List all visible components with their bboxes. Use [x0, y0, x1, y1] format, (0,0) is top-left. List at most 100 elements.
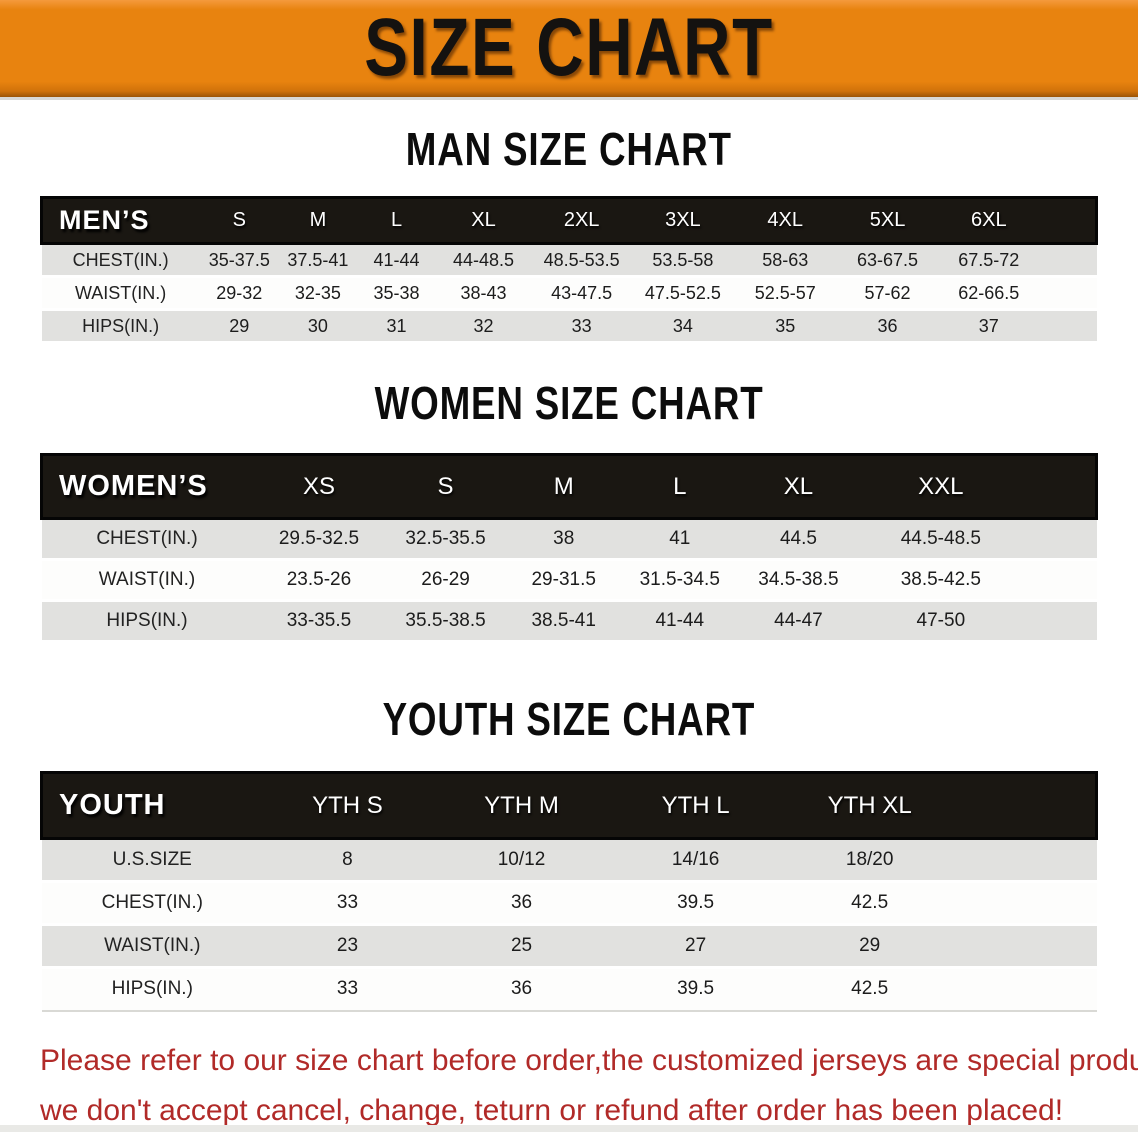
spacer-cell [959, 925, 1096, 968]
table-row: CHEST(IN.) 35-37.5 37.5-41 41-44 44-48.5 48.5… [41, 243, 1097, 277]
size-value: 62-66.5 [958, 282, 1020, 303]
table-row: HIPS(IN.) 33-35.5 35.5-38.5 38.5-41 41-44 44-… [41, 600, 1097, 642]
size-column-header: YTH XL [779, 772, 960, 839]
size-value: 29.5-32.5 [278, 528, 360, 549]
size-value: 36 [510, 892, 533, 913]
spacer-cell [1023, 519, 1097, 560]
size-value: 32 [473, 315, 494, 336]
spacer-cell [1022, 454, 1097, 519]
size-column-header: XL [737, 454, 860, 519]
size-value: 8 [342, 849, 353, 870]
size-column-header: M [505, 454, 622, 519]
size-column-header: L [621, 454, 738, 519]
size-chart-banner: SIZE CHART [0, 0, 1138, 97]
size-column-header: YTH M [431, 772, 612, 839]
size-value: 44.5 [779, 528, 817, 549]
disclaimer-line-1: Please refer to our size chart before or… [40, 1044, 1138, 1077]
size-value: 41 [669, 528, 691, 549]
size-value: 42.5 [851, 978, 889, 1000]
size-value: 57-62 [864, 282, 911, 303]
size-value: 47-50 [916, 610, 966, 631]
size-value: 18/20 [845, 849, 894, 870]
spacer-cell [959, 968, 1096, 1011]
size-value: 44-48.5 [453, 249, 515, 270]
size-value: 58-63 [762, 249, 809, 270]
size-value: 41-44 [373, 249, 420, 270]
row-label: HIPS(IN.) [106, 610, 188, 631]
size-value: 37 [978, 315, 999, 336]
row-label: WAIST(IN.) [98, 569, 196, 590]
size-column-header: 6XL [938, 197, 1040, 244]
size-column-header: XL [436, 197, 531, 244]
youth-heading-text: YOUTH SIZE CHART [382, 693, 756, 745]
size-value: 32-35 [294, 282, 341, 303]
size-column-header: XS [252, 454, 386, 519]
youth-size-table: YOUTH YTH S YTH M YTH L YTH XL U.S.SIZE 8 10/1… [40, 771, 1098, 1012]
size-value: 27 [685, 935, 707, 956]
size-value: 34 [672, 315, 693, 336]
disclaimer-note: Please refer to our size chart before or… [40, 1036, 1138, 1132]
size-column-header: S [199, 197, 279, 244]
spacer-cell [1039, 197, 1097, 244]
row-label: CHEST(IN.) [72, 249, 169, 270]
size-value: 29-31.5 [531, 569, 596, 590]
size-value: 26-29 [421, 569, 470, 590]
size-value: 35.5-38.5 [405, 610, 486, 631]
table-corner-label: WOMEN’S [41, 454, 253, 519]
size-column-header: YTH L [611, 772, 780, 839]
row-label: HIPS(IN.) [111, 978, 193, 1000]
row-label: HIPS(IN.) [82, 315, 160, 336]
women-heading-text: WOMEN SIZE CHART [374, 377, 764, 429]
size-value: 38.5-42.5 [900, 569, 981, 590]
youth-section-heading: YOUTH SIZE CHART [0, 692, 1138, 746]
row-label: CHEST(IN.) [96, 528, 198, 549]
size-value: 36 [877, 315, 898, 336]
spacer-cell [959, 882, 1096, 925]
bottom-edge-divider [0, 1125, 1138, 1132]
size-value: 63-67.5 [857, 249, 919, 270]
size-value: 36 [510, 978, 533, 1000]
table-row: HIPS(IN.) 29 30 31 32 33 34 35 36 37 [41, 309, 1097, 343]
table-corner-label: MEN’S [41, 197, 200, 244]
women-size-table: WOMEN’S XS S M L XL XXL CHEST(IN.) 29.5-32.5 32.… [40, 453, 1098, 643]
size-value: 29-32 [216, 282, 263, 303]
row-label: U.S.SIZE [112, 849, 192, 870]
size-value: 67.5-72 [958, 249, 1020, 270]
table-row: WAIST(IN.) 23 25 27 29 [41, 924, 1097, 968]
size-value: 52.5-57 [754, 282, 816, 303]
size-value: 31 [386, 315, 407, 336]
size-column-header: 2XL [531, 197, 633, 244]
men-heading-text: MAN SIZE CHART [405, 123, 733, 175]
size-value: 30 [307, 315, 328, 336]
size-value: 29 [229, 315, 250, 336]
size-value: 33-35.5 [286, 610, 352, 631]
size-column-header: L [356, 197, 437, 244]
spacer-cell [959, 839, 1096, 882]
youth-header-row: YOUTH YTH S YTH M YTH L YTH XL [41, 772, 1097, 839]
women-size-table-wrapper: WOMEN’S XS S M L XL XXL CHEST(IN.) 29.5-32.5 32.… [40, 453, 1098, 643]
men-size-table-wrapper: MEN’S S M L XL 2XL 3XL 4XL 5XL 6XL CHEST(IN.) 35-3… [40, 196, 1098, 344]
size-value: 25 [510, 935, 533, 956]
size-value: 42.5 [851, 892, 889, 913]
table-row: CHEST(IN.) 29.5-32.5 32.5-35.5 38 41 44.5 44.5… [41, 518, 1097, 560]
size-value: 37.5-41 [287, 249, 349, 270]
size-value: 38.5-41 [531, 610, 596, 631]
spacer-cell [1039, 277, 1096, 310]
size-value: 14/16 [671, 849, 720, 870]
size-column-header: YTH S [263, 772, 432, 839]
row-label: WAIST(IN.) [74, 282, 167, 303]
size-column-header: S [385, 454, 506, 519]
table-row: WAIST(IN.) 29-32 32-35 35-38 38-43 43-47.5 47.… [41, 276, 1097, 310]
banner-title: SIZE CHART [364, 2, 774, 93]
size-value: 23.5-26 [286, 569, 352, 590]
men-header-row: MEN’S S M L XL 2XL 3XL 4XL 5XL 6XL [41, 197, 1097, 244]
spacer-cell [959, 772, 1097, 839]
size-value: 39.5 [677, 978, 715, 1000]
size-value: 34.5-38.5 [758, 569, 839, 590]
table-corner-label: YOUTH [41, 772, 264, 839]
size-value: 38 [553, 528, 575, 549]
spacer-cell [1023, 601, 1097, 642]
size-value: 35-38 [373, 282, 420, 303]
size-value: 44.5-48.5 [900, 528, 981, 549]
youth-size-table-wrapper: YOUTH YTH S YTH M YTH L YTH XL U.S.SIZE 8 10/1… [40, 771, 1098, 1012]
